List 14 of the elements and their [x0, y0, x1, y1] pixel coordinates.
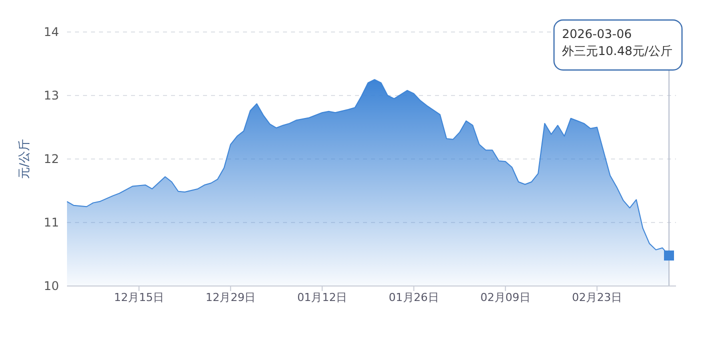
y-tick-label: 11: [44, 216, 59, 230]
y-tick-label: 10: [44, 279, 59, 293]
x-tick-label: 02月23日: [572, 291, 622, 304]
tooltip: 2026-03-06 外三元10.48元/公斤: [553, 19, 683, 71]
y-axis-title: 元/公斤: [17, 138, 31, 180]
x-tick-label: 01月12日: [297, 291, 348, 304]
x-tick-label: 01月26日: [388, 291, 439, 304]
y-tick-label: 12: [44, 152, 59, 166]
y-tick-label: 14: [44, 25, 59, 39]
y-tick-label: 13: [44, 88, 59, 102]
x-tick-label: 12月15日: [114, 291, 164, 304]
x-tick-label: 02月09日: [480, 291, 530, 304]
x-tick-label: 12月29日: [206, 291, 256, 304]
annotation: 2026-03-06 外三元10.48元/公斤: [562, 27, 672, 58]
